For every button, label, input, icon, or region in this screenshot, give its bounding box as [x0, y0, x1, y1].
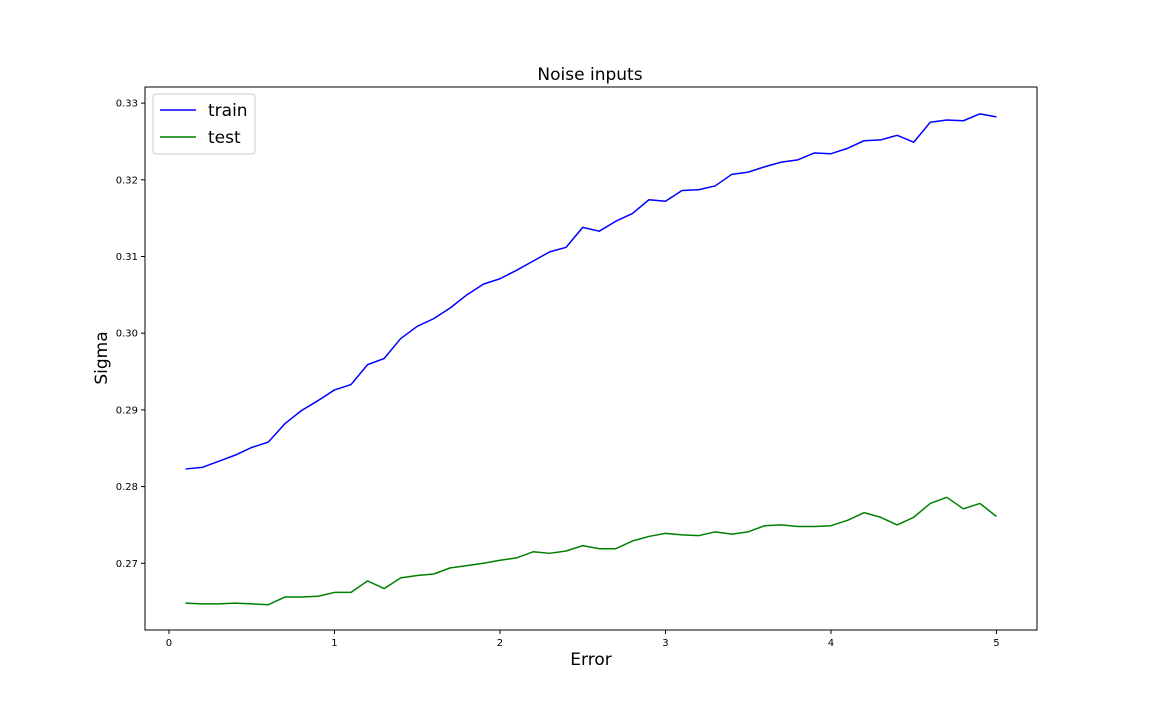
x-axis-title: Error: [570, 650, 611, 670]
legend-label-test: test: [208, 128, 241, 148]
plot-series: [185, 113, 997, 606]
x-tick-label: 4: [828, 638, 834, 649]
legend-box: [152, 93, 256, 155]
x-tick-label: 2: [497, 638, 503, 649]
chart-title: Noise inputs: [537, 65, 642, 85]
y-tick-label: 0.28: [116, 482, 138, 493]
x-tick-label: 1: [331, 638, 337, 649]
legend-label-train: train: [208, 101, 248, 121]
y-axis-title: Sigma: [92, 331, 112, 384]
x-tick-label: 0: [166, 638, 172, 649]
y-axis: 0.27 0.28 0.29 0.30 0.31 0.32 0.33: [116, 99, 145, 570]
series-line-train: [185, 113, 997, 470]
y-tick-label: 0.31: [116, 252, 138, 263]
y-tick-label: 0.30: [116, 329, 138, 340]
legend: train test: [152, 93, 256, 155]
y-tick-label: 0.33: [116, 99, 138, 110]
legend-entries: train test: [160, 101, 248, 148]
y-tick-label: 0.27: [116, 559, 138, 570]
x-axis: 0 1 2 3 4 5: [166, 630, 1000, 649]
x-tick-label: 3: [662, 638, 668, 649]
x-tick-label: 5: [993, 638, 999, 649]
y-tick-label: 0.29: [116, 405, 138, 416]
y-tick-label: 0.32: [116, 175, 138, 186]
series-line-test: [185, 496, 997, 606]
plot-frame: [144, 86, 1038, 631]
